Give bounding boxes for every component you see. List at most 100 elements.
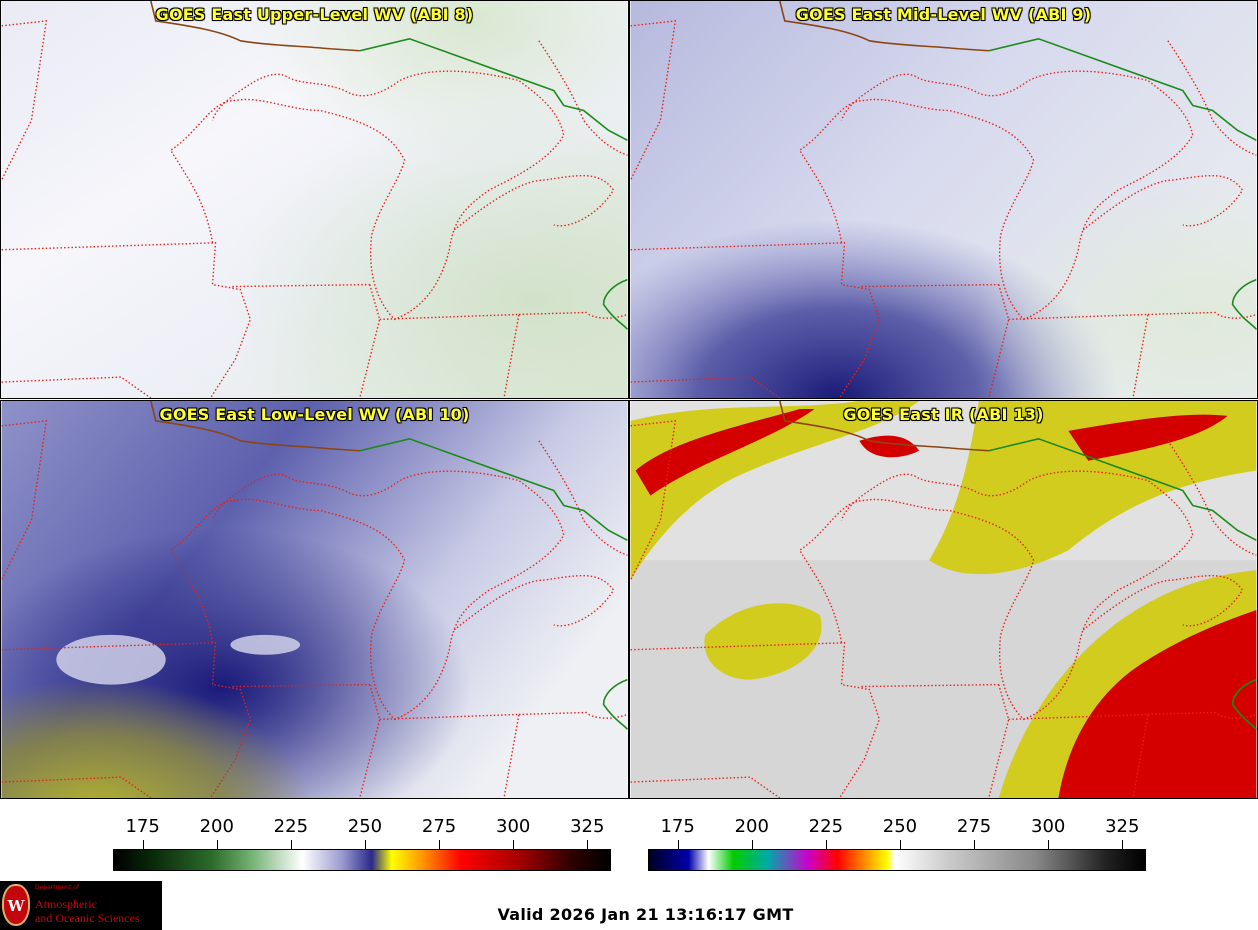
panel-title: GOES East IR (ABI 13) [843, 405, 1044, 424]
lake-shore-north [150, 401, 360, 452]
colorbar-tick-label: 275 [956, 816, 992, 837]
colorbar-infrared: 175 200 225 250 275 300 325 [648, 812, 1146, 872]
panel-low-level-wv: GOES East Low-Level WV (ABI 10) [0, 400, 629, 799]
lake-shore-north [150, 1, 360, 52]
state-border [630, 420, 677, 581]
state-border [379, 713, 520, 798]
colorbar-tick-mark [364, 840, 366, 849]
colorbar-tick-label: 275 [421, 816, 457, 837]
lake-shore [1082, 174, 1244, 231]
colorbar-tick-label: 225 [808, 816, 844, 837]
state-border [1, 642, 252, 798]
state-border [1, 776, 152, 798]
colorbar-tick-mark [899, 840, 901, 849]
colorbar-ticks: 175 200 225 250 275 300 325 [648, 812, 1146, 849]
logo-dept: Department of [35, 884, 79, 891]
state-border [630, 376, 781, 398]
colorbar-tick-label: 250 [882, 816, 918, 837]
lake-shore [538, 40, 628, 156]
country-border [359, 37, 628, 142]
colorbar-tick-label: 225 [273, 816, 309, 837]
state-border [359, 684, 381, 798]
lake-shore [588, 313, 628, 319]
state-border [1008, 313, 1149, 398]
country-border [602, 678, 628, 730]
colorbar-tick-mark [751, 840, 753, 849]
state-border [630, 242, 881, 398]
lake-shore [798, 470, 1194, 721]
country-border [359, 437, 628, 542]
panel-title: GOES East Low-Level WV (ABI 10) [159, 405, 470, 424]
colorbar-tick-label: 300 [495, 816, 531, 837]
colorbar-tick-mark [216, 840, 218, 849]
state-border [630, 20, 677, 181]
logo-line1: Atmospheric [35, 897, 97, 911]
valid-time: Valid 2026 Jan 21 13:16:17 GMT [497, 905, 794, 924]
lake-shore [1217, 313, 1257, 319]
country-border [988, 437, 1257, 542]
state-border [1147, 711, 1218, 716]
colorbar-gradient [113, 849, 611, 871]
colorbar-tick-mark [513, 840, 515, 849]
state-border [232, 683, 370, 688]
lake-shore [538, 440, 628, 556]
country-border [602, 278, 628, 330]
lake-shore [588, 713, 628, 719]
country-border [1231, 678, 1257, 730]
colorbar-tick-label: 175 [125, 816, 160, 837]
state-border [988, 284, 1010, 398]
colorbar-tick-mark [974, 840, 976, 849]
lake-shore [169, 70, 565, 321]
colorbar-tick-label: 325 [570, 816, 605, 837]
state-border [232, 283, 370, 288]
state-border [518, 711, 589, 716]
colorbar-ticks: 175 200 225 250 275 300 325 [113, 812, 611, 849]
state-border [1, 376, 152, 398]
colorbar-tick-mark [142, 840, 144, 849]
panel-mid-level-wv: GOES East Mid-Level WV (ABI 9) [629, 0, 1258, 399]
state-border [988, 684, 1010, 798]
lake-shore [1167, 40, 1257, 156]
colorbar-tick-label: 325 [1105, 816, 1140, 837]
lake-shore-north [779, 401, 989, 452]
lake-shore [169, 470, 565, 721]
lake-shore [1082, 574, 1244, 631]
panel-upper-level-wv: GOES East Upper-Level WV (ABI 8) [0, 0, 629, 399]
lake-shore [453, 174, 615, 231]
colorbar-tick-label: 300 [1030, 816, 1066, 837]
colorbar-tick-mark [825, 840, 827, 849]
lake-shore [453, 574, 615, 631]
lake-shore [1167, 440, 1257, 556]
colorbar-tick-mark [439, 840, 441, 849]
panel-title: GOES East Upper-Level WV (ABI 8) [155, 5, 474, 24]
state-border [379, 313, 520, 398]
lake-shore-north [779, 1, 989, 52]
colorbar-tick-label: 200 [199, 816, 234, 837]
colorbar-water-vapor: 175 200 225 250 275 300 325 [113, 812, 611, 872]
country-border [1231, 278, 1257, 330]
state-border [1, 242, 252, 398]
state-border [861, 283, 999, 288]
state-border [1147, 311, 1218, 316]
country-border [988, 37, 1257, 142]
panel-title: GOES East Mid-Level WV (ABI 9) [795, 5, 1092, 24]
logo-line2: and Oceanic Sciences [35, 911, 140, 925]
colorbar-tick-mark [1122, 840, 1124, 849]
map-upper-level-wv [1, 1, 628, 398]
lake-shore [1217, 713, 1257, 719]
state-border [630, 642, 881, 798]
colorbar-tick-label: 200 [734, 816, 769, 837]
state-border [630, 776, 781, 798]
colorbar-tick-mark [677, 840, 679, 849]
colorbar-tick-label: 175 [660, 816, 695, 837]
lake-shore [798, 70, 1194, 321]
uw-seal: W [2, 884, 30, 926]
state-border [1, 420, 48, 581]
colorbar-tick-mark [587, 840, 589, 849]
map-mid-level-wv [630, 1, 1257, 398]
map-infrared [630, 401, 1257, 798]
colorbar-gradient [648, 849, 1146, 871]
colorbar-tick-mark [290, 840, 292, 849]
panel-infrared: GOES East IR (ABI 13) [629, 400, 1258, 799]
colorbar-tick-label: 250 [347, 816, 383, 837]
